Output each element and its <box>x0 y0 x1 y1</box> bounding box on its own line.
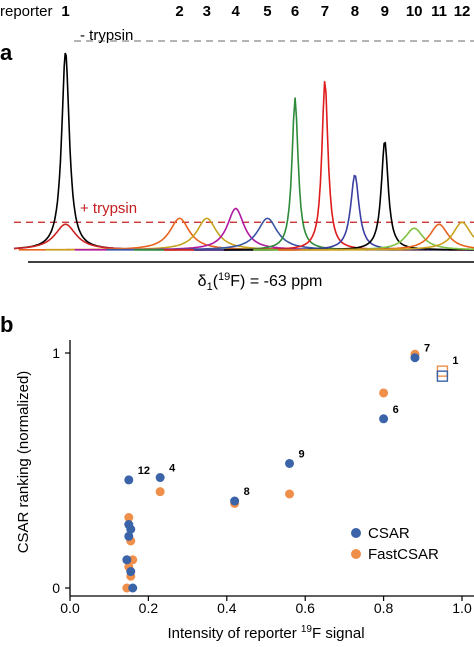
fastcsar-point-5 <box>124 513 134 522</box>
panel-b-label: b <box>0 312 13 337</box>
x-tick-label-0.0: 0.0 <box>60 600 80 616</box>
minus-trypsin-annotation: - trypsin <box>80 27 133 44</box>
reporter-header-label: reporter <box>0 3 53 20</box>
spectrum-peak-6 <box>134 97 457 251</box>
point-label-9: 9 <box>299 448 305 460</box>
csar-point-5 <box>124 475 134 485</box>
spectrum-peak-12 <box>301 221 474 251</box>
panel-b-scatter: b CSAR ranking (normalized) 0.0 0.2 0.4 0.6… <box>0 312 474 642</box>
spectra-traces <box>13 52 474 251</box>
spectrum-peak-8 <box>193 174 474 251</box>
reporter-label-6: 6 <box>291 3 299 20</box>
x-tick-label-0.8: 0.8 <box>374 600 394 616</box>
spectrum-peak-1 <box>14 52 227 251</box>
reporter-label-8: 8 <box>351 3 359 20</box>
legend-label-csar: CSAR <box>368 525 410 542</box>
plus-trypsin-annotation: + trypsin <box>80 200 137 217</box>
fastcsar-point-4 <box>155 487 165 497</box>
csar-point-8 <box>124 531 134 541</box>
csar-point-0 <box>410 353 420 363</box>
point-label-8: 8 <box>244 486 250 498</box>
y-tick-label-1: 1 <box>52 345 60 361</box>
x-tick-label-0.2: 0.2 <box>139 600 159 616</box>
point-label-6: 6 <box>393 404 399 416</box>
csar-point-9 <box>122 555 132 565</box>
fastcsar-point-1 <box>379 388 389 398</box>
spectrum-peak-9 <box>223 141 474 251</box>
point-label-4: 4 <box>169 463 176 475</box>
x-tick-label-1.0: 1.0 <box>452 600 472 616</box>
reporter-label-2: 2 <box>175 3 183 20</box>
x-tick-label-0.4: 0.4 <box>217 600 237 616</box>
csar-point-4 <box>155 473 165 483</box>
panel-a-nmr-spectra: reporter 1 2 3 4 5 6 7 8 9 10 11 12 a - trypsin + t… <box>0 3 474 293</box>
reporter-number-labels: 1 2 3 4 5 6 7 8 9 10 11 12 <box>61 3 470 20</box>
csar-point-1 <box>379 414 389 424</box>
reporter-label-7: 7 <box>321 3 329 20</box>
reporter-label-3: 3 <box>203 3 211 20</box>
reporter-label-11: 11 <box>431 3 447 20</box>
reporter-label-10: 10 <box>406 3 423 20</box>
csar-point-10 <box>126 567 136 577</box>
reporter-label-5: 5 <box>263 3 271 20</box>
panel-a-label: a <box>0 40 13 65</box>
scatter-legend: CSAR FastCSAR <box>351 525 439 563</box>
csar-point-7 <box>126 524 136 534</box>
open-marker-csar-1 <box>436 370 449 382</box>
y-tick-label-0: 0 <box>52 580 60 596</box>
csar-point-11 <box>128 583 138 593</box>
spectrum-peak-7 <box>164 81 474 251</box>
legend-marker-csar <box>351 528 361 538</box>
x-tick-label-0.6: 0.6 <box>295 600 315 616</box>
csar-point-3 <box>230 496 240 506</box>
open-marker-label-1: 1 <box>452 355 458 367</box>
point-label-12: 12 <box>138 465 150 477</box>
legend-marker-fastcsar <box>351 549 361 559</box>
reporter-label-12: 12 <box>454 3 471 20</box>
spectrum-x-axis-label: δ1(19F) = -63 ppm <box>198 271 323 293</box>
spectrum-peak-5 <box>106 217 429 251</box>
scatter-axis-ticks: 0.0 0.2 0.4 0.6 0.8 1.0 0 1 <box>52 345 472 616</box>
csar-point-2 <box>285 458 295 468</box>
reporter-label-9: 9 <box>381 3 389 20</box>
scatter-points: 7 6 9 8 4 12 1 <box>122 343 459 593</box>
fastcsar-point-2 <box>285 489 295 499</box>
scatter-y-axis-label: CSAR ranking (normalized) <box>15 371 32 554</box>
scatter-x-axis-label: Intensity of reporter 19F signal <box>167 624 364 642</box>
reporter-label-1: 1 <box>61 3 69 20</box>
reporter-label-4: 4 <box>232 3 241 20</box>
point-label-7: 7 <box>424 343 430 355</box>
legend-label-fastcsar: FastCSAR <box>368 546 439 563</box>
